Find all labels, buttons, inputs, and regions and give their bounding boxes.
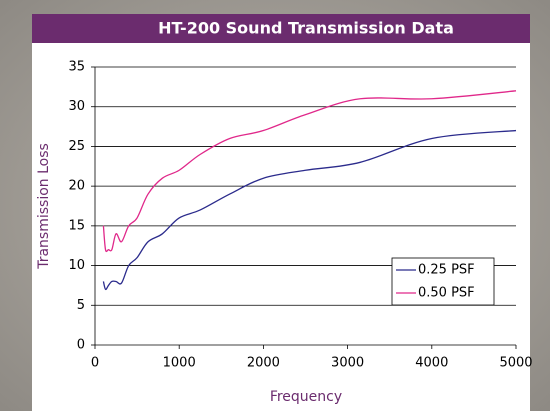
y-tick-label: 35	[68, 60, 85, 75]
y-tick-label: 0	[77, 338, 85, 353]
x-tick-label: 5000	[499, 356, 532, 371]
legend-label: 0.25 PSF	[418, 263, 475, 278]
x-tick-label: 2000	[247, 356, 280, 371]
x-tick-label: 1000	[163, 356, 196, 371]
y-tick-label: 5	[77, 298, 85, 313]
page: HT-200 Sound Transmission Data Frequency…	[0, 0, 550, 411]
panel	[32, 14, 530, 411]
chart: HT-200 Sound Transmission Data Frequency…	[0, 0, 550, 411]
y-tick-label: 15	[68, 218, 85, 233]
legend-label: 0.50 PSF	[418, 286, 475, 301]
x-tick-label: 3000	[331, 356, 364, 371]
x-tick-label: 0	[91, 356, 99, 371]
y-axis-label: Transmission Loss	[36, 143, 52, 270]
y-tick-label: 10	[68, 258, 85, 273]
chart-title: HT-200 Sound Transmission Data	[158, 19, 454, 38]
y-tick-label: 30	[68, 99, 85, 114]
x-tick-label: 4000	[415, 356, 448, 371]
y-tick-label: 25	[68, 139, 85, 154]
y-tick-label: 20	[68, 179, 85, 194]
x-axis-label: Frequency	[270, 389, 342, 405]
